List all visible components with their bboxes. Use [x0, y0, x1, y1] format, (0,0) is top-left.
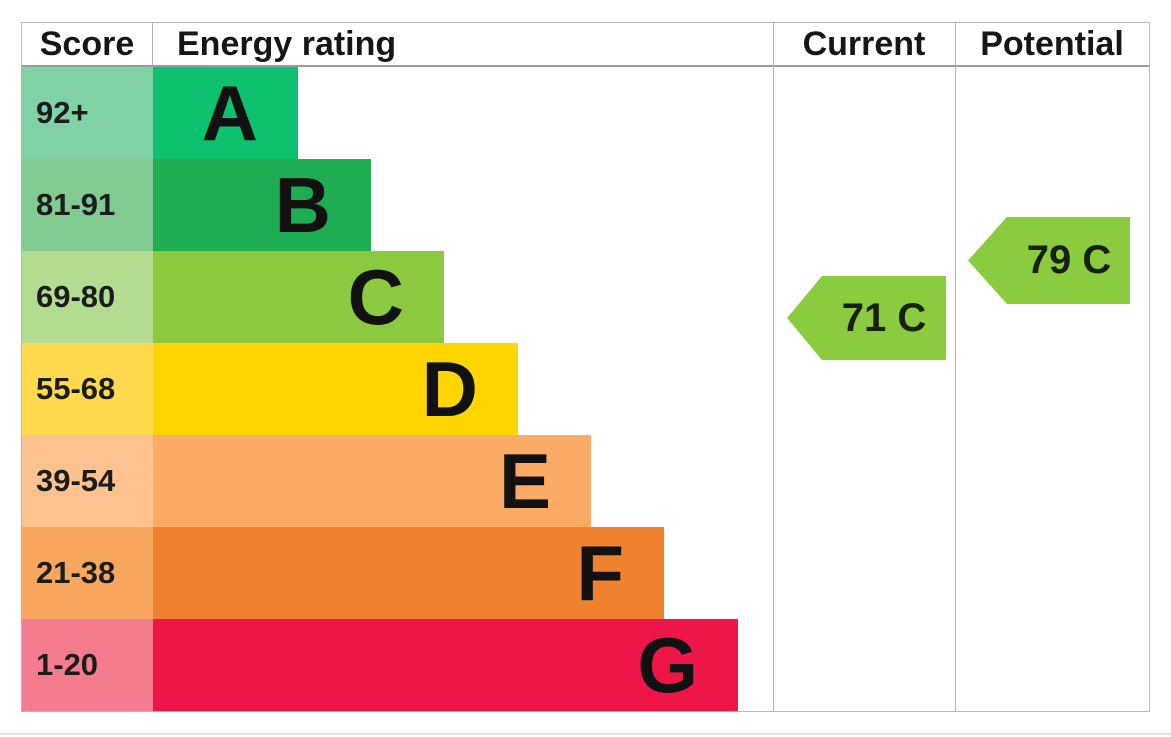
score-range-b: 81-91 — [22, 159, 153, 251]
header-score: Score — [22, 23, 153, 65]
current-rating-label: 71 C — [841, 295, 927, 340]
rating-bar-b: B — [153, 159, 371, 251]
band-row-a: 92+ A — [22, 67, 1149, 159]
band-row-g: 1-20 G — [22, 619, 1149, 711]
score-range-c: 69-80 — [22, 251, 153, 343]
current-rating-arrow: 71 C — [787, 276, 946, 360]
header-energy-rating: Energy rating — [177, 25, 397, 63]
rating-bar-e: E — [153, 435, 591, 527]
band-letter-a: A — [201, 69, 258, 157]
rating-bar-f: F — [153, 527, 664, 619]
rating-bar-d: D — [153, 343, 518, 435]
divider-current-column — [773, 23, 774, 711]
header-row: Score Energy rating Current Potential — [22, 23, 1149, 67]
score-range-e: 39-54 — [22, 435, 153, 527]
band-letter-e: E — [498, 437, 551, 525]
potential-rating-label: 79 C — [1026, 238, 1112, 282]
band-letter-g: G — [637, 621, 698, 709]
header-current: Current — [802, 25, 926, 63]
score-range-d: 55-68 — [22, 343, 153, 435]
rating-bar-a: A — [153, 67, 298, 159]
band-row-c: 69-80 C — [22, 251, 1149, 343]
potential-rating-arrow: 79 C — [968, 217, 1130, 304]
band-letter-d: D — [421, 345, 478, 433]
rating-bar-c: C — [153, 251, 444, 343]
band-row-d: 55-68 D — [22, 343, 1149, 435]
band-row-e: 39-54 E — [22, 435, 1149, 527]
band-letter-f: F — [576, 529, 624, 617]
score-range-g: 1-20 — [22, 619, 153, 711]
divider-potential-column — [955, 23, 956, 711]
band-letter-c: C — [347, 253, 404, 341]
epc-table: Score Energy rating Current Potential 92… — [21, 22, 1150, 712]
band-letter-b: B — [274, 161, 331, 249]
rating-bar-g: G — [153, 619, 738, 711]
header-potential: Potential — [980, 25, 1124, 63]
page-divider-line — [0, 733, 1171, 735]
band-rows: 92+ A 81-91 B 69-80 C 55-68 D — [22, 67, 1149, 711]
band-row-f: 21-38 F — [22, 527, 1149, 619]
score-range-a: 92+ — [22, 67, 153, 159]
band-row-b: 81-91 B — [22, 159, 1149, 251]
score-range-f: 21-38 — [22, 527, 153, 619]
